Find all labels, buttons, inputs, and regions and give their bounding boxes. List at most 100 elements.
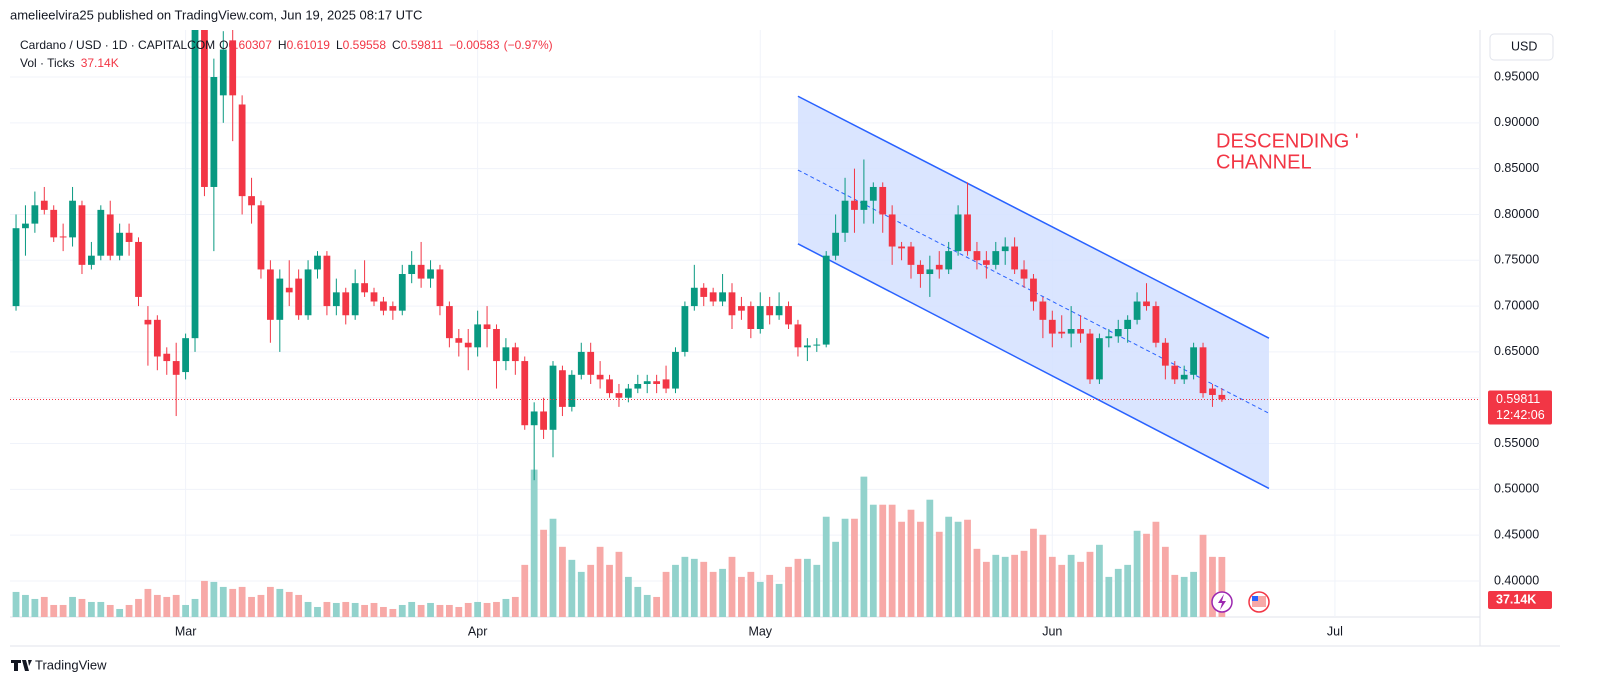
candle-body	[530, 411, 538, 426]
volume-pane	[12, 469, 1226, 617]
candle-body	[106, 214, 114, 256]
volume-bar	[153, 594, 161, 617]
candle-body	[851, 200, 858, 210]
candle-body	[766, 306, 774, 316]
volume-bar	[436, 604, 444, 617]
volume-bar	[88, 601, 95, 617]
x-tick-label: Apr	[468, 624, 487, 638]
volume-bar	[1067, 554, 1075, 617]
candle-body	[332, 292, 340, 307]
volume-bar	[210, 581, 218, 617]
candle-body	[681, 306, 689, 352]
volume-bar	[662, 571, 670, 617]
last-price: 0.59811	[1496, 392, 1540, 406]
volume-bar	[1105, 576, 1113, 617]
candle-body	[982, 260, 990, 265]
candle-body	[860, 200, 868, 210]
annotation: DESCENDING '	[1216, 130, 1359, 152]
volume-bar	[549, 518, 557, 617]
candle-body	[803, 345, 811, 348]
candle-body	[672, 351, 679, 389]
volume-bar	[1190, 571, 1198, 617]
y-tick-label: 0.40000	[1494, 573, 1539, 587]
volume-bar	[907, 509, 915, 617]
volume-bar	[1039, 534, 1047, 617]
ohlc-value: 0.59811	[401, 38, 444, 52]
candle-body	[50, 209, 58, 238]
candle-body	[1180, 374, 1188, 380]
y-tick-label: 0.75000	[1494, 253, 1539, 267]
channel-line	[797, 243, 1270, 490]
candle-body	[1011, 246, 1019, 270]
candle-body	[1171, 365, 1179, 380]
volume-bar	[832, 541, 840, 617]
volume-bar	[50, 604, 58, 617]
candle-body	[813, 344, 821, 346]
volume-bar	[879, 504, 887, 617]
flag	[1252, 596, 1266, 607]
volume-bar	[1180, 576, 1188, 617]
x-tick-label: Jun	[1042, 624, 1062, 638]
last-price-tag	[1488, 390, 1552, 425]
candle-body	[116, 232, 124, 256]
volume-bar	[813, 564, 821, 617]
candle-body	[22, 223, 29, 229]
candle-body	[926, 269, 934, 275]
candle-body	[69, 200, 76, 238]
volume-bar	[935, 531, 943, 617]
volume-bar	[22, 594, 29, 617]
x-tick-label: Mar	[175, 624, 197, 638]
candle-body	[1143, 301, 1150, 307]
y-tick-label: 0.85000	[1494, 161, 1539, 175]
candle-body	[125, 232, 133, 242]
publisher: amelieelvira25 published on TradingView.…	[10, 7, 422, 22]
candle-body	[229, 40, 237, 96]
volume-bar	[530, 469, 538, 617]
volume-bar	[709, 571, 717, 617]
brand-name: TradingView	[35, 657, 107, 672]
volume-bar	[314, 606, 321, 617]
volume-bar	[78, 598, 86, 617]
volume-bar	[643, 594, 651, 617]
volume-bar	[1209, 556, 1216, 617]
candle-body	[182, 338, 189, 373]
volume-bar	[1058, 564, 1066, 617]
volume-bar	[417, 604, 425, 617]
candle-body	[606, 379, 613, 394]
volume-bar	[690, 558, 698, 617]
volume-bar	[201, 580, 208, 617]
volume-bar	[672, 564, 679, 617]
volume-bar	[926, 499, 934, 617]
candle-body	[361, 283, 368, 293]
volume-bar	[323, 601, 331, 617]
brand: TradingView	[11, 657, 107, 672]
volume-bar	[229, 588, 237, 617]
volume-bar	[1001, 556, 1009, 617]
volume-bar	[342, 601, 350, 617]
currency-button[interactable]	[1489, 33, 1554, 61]
volume-bar	[521, 564, 529, 617]
ohlc-value: 0.61019	[287, 38, 331, 52]
candle-body	[97, 209, 105, 256]
candle-body	[1048, 319, 1056, 334]
candle-body	[1209, 388, 1216, 395]
volume-bar	[559, 546, 566, 617]
candle-body	[342, 292, 350, 316]
currency: USD	[1511, 39, 1537, 53]
y-tick-label: 0.90000	[1494, 115, 1539, 129]
candle-body	[540, 411, 547, 430]
volume-title: Vol · Ticks	[20, 56, 75, 70]
volume-bar	[182, 604, 189, 617]
candle-body	[12, 228, 20, 307]
volume-bar	[1020, 550, 1028, 617]
volume-bar	[1048, 556, 1056, 617]
volume-bar	[841, 518, 849, 617]
candle-body	[474, 324, 482, 348]
volume-bar	[1096, 544, 1103, 617]
countdown: 12:42:06	[1496, 408, 1545, 422]
volume-bar	[380, 606, 387, 617]
candle-body	[935, 264, 943, 270]
candle-body	[1030, 278, 1037, 302]
volume-bar	[172, 594, 180, 617]
candle-body	[398, 274, 406, 311]
